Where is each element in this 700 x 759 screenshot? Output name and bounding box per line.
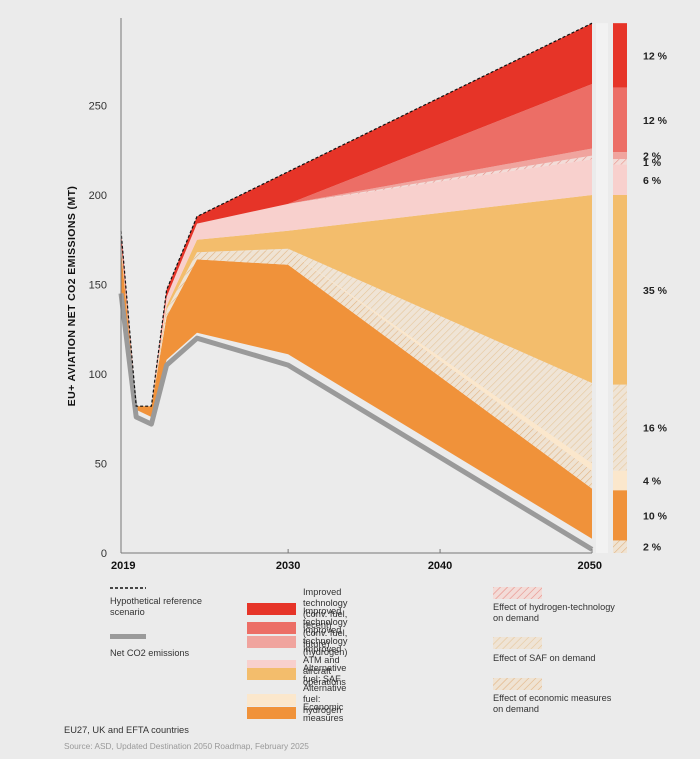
hatch-swatch-icon <box>493 637 542 649</box>
area-band-4 <box>121 195 592 407</box>
legend-effect-economic: Effect of economic measures on demand <box>493 678 623 714</box>
net-line-icon <box>110 634 146 639</box>
legend-swatch <box>247 622 296 634</box>
footer-source: Source: ASD, Updated Destination 2050 Ro… <box>64 741 309 751</box>
legend-label: Alternative fuel: SAF <box>303 663 347 684</box>
legend-swatch <box>247 693 296 706</box>
share-segment-8 <box>613 490 627 541</box>
share-segment-0 <box>613 23 627 88</box>
y-tick-label: 0 <box>101 548 107 560</box>
legend-item-alt-hydrogen: Alternative fuel: hydrogen <box>247 683 346 716</box>
stacked-areas <box>121 23 592 539</box>
share-segment-5 <box>613 195 627 385</box>
area-band-9 <box>121 23 592 407</box>
share-label-7: 4 % <box>643 476 662 488</box>
legend-item-tech-hydrogen: Improved technology (hydrogen) <box>247 625 347 658</box>
legend-item-economic: Economic measures <box>247 702 343 724</box>
legend-item-tech-future: Improved technology (conv. fuel, future) <box>247 606 347 650</box>
share-segment-6 <box>613 384 627 471</box>
share-label-5: 35 % <box>643 285 668 297</box>
legend-swatch <box>247 668 296 680</box>
legend-effect-hydrogen: Effect of hydrogen-technology on demand <box>493 587 623 623</box>
legend-label: Improved technology (hydrogen) <box>303 625 348 657</box>
legend-net: Net CO2 emissions <box>110 634 220 659</box>
x-tick-label: 2050 <box>578 560 602 572</box>
area-band-8 <box>121 84 592 407</box>
footer-region: EU27, UK and EFTA countries <box>64 725 189 735</box>
bar-gap <box>596 23 608 554</box>
reference-scenario-line <box>120 22 593 407</box>
share-segment-1 <box>613 87 627 153</box>
share-label-3: 1 % <box>643 157 662 169</box>
legend-swatch <box>247 635 296 648</box>
legend-label: Improved technology (conv. fuel, recent) <box>303 587 348 630</box>
hatch-swatch-icon <box>493 587 542 599</box>
share-label-2: 2 % <box>643 151 662 163</box>
legend-net-label: Net CO2 emissions <box>110 648 190 658</box>
y-tick-label: 50 <box>95 459 107 471</box>
net-co2-line <box>118 293 594 552</box>
legend-label: Effect of economic measures on demand <box>493 693 612 714</box>
y-tick-label: 250 <box>89 101 107 113</box>
area-band-3 <box>121 245 592 464</box>
area-band-5 <box>121 159 592 407</box>
legend-label: Economic measures <box>303 702 344 723</box>
share-segment-3 <box>613 159 627 165</box>
share-label-1: 12 % <box>643 115 668 127</box>
share-label-8: 10 % <box>643 510 668 522</box>
share-segment-7 <box>613 470 627 491</box>
legend-label: Effect of SAF on demand <box>493 653 596 663</box>
x-tick-label: 2030 <box>276 560 300 572</box>
legend-label: Improved technology (conv. fuel, future) <box>303 606 348 649</box>
share-label-6: 16 % <box>643 423 668 435</box>
y-tick-label: 100 <box>89 369 107 381</box>
legend-item-tech-recent: Improved technology (conv. fuel, recent) <box>247 587 347 631</box>
share-segment-2 <box>613 152 627 160</box>
legend-swatch <box>247 707 296 719</box>
share-bar: 12 %12 %2 %1 %6 %35 %16 %4 %10 %2 % <box>596 23 668 554</box>
y-tick-label: 200 <box>89 190 107 202</box>
axes: 0 50 100 150 200 250 2019 2030 2040 2050 <box>89 18 602 572</box>
dashed-line-icon <box>110 587 146 589</box>
hatch-swatch-icon <box>493 678 542 690</box>
y-tick-label: 150 <box>89 280 107 292</box>
scenario-lines <box>118 22 594 552</box>
legend-item-saf: Alternative fuel: SAF <box>247 663 346 685</box>
share-label-0: 12 % <box>643 50 668 62</box>
share-label-9: 2 % <box>643 542 662 554</box>
legend-effect-saf: Effect of SAF on demand <box>493 637 623 664</box>
share-segment-4 <box>613 164 627 195</box>
legend-reference: Hypothetical reference scenario <box>110 586 220 617</box>
legend-label: Alternative fuel: hydrogen <box>303 683 347 715</box>
x-tick-label: 2019 <box>111 560 135 572</box>
legend-reference-label: Hypothetical reference scenario <box>110 596 202 617</box>
share-segment-9 <box>613 540 627 553</box>
y-axis-label: EU+ AVIATION NET CO2 EMISSIONS (MT) <box>66 186 78 407</box>
share-label-4: 6 % <box>643 175 662 187</box>
legend-label: Improved ATM and aircraft operations <box>303 644 346 687</box>
x-tick-label: 2040 <box>428 560 452 572</box>
area-band-0 <box>121 248 592 539</box>
legend-label: Effect of hydrogen-technology on demand <box>493 602 615 623</box>
legend-swatch <box>247 603 296 615</box>
